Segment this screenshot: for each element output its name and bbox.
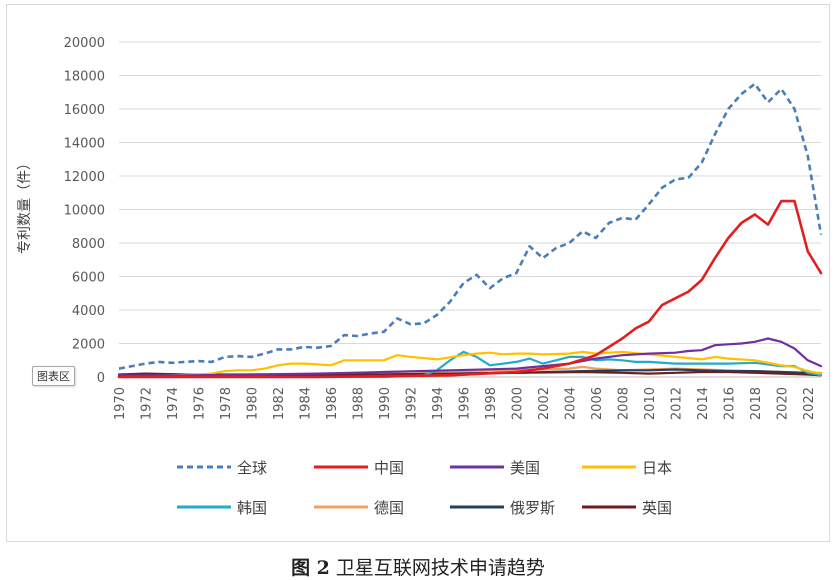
y-axis: 0 2000 4000 6000 8000 10000 12000 14000 16000 180… — [64, 36, 105, 386]
x-tick-label: 2008 — [616, 387, 631, 420]
x-tick-label: 2022 — [802, 387, 817, 420]
y-tick-label: 4000 — [72, 304, 105, 319]
x-tick-label: 2018 — [749, 387, 764, 420]
x-tick-label: 1998 — [484, 387, 499, 420]
x-tick-label: 2010 — [643, 387, 658, 420]
gridlines — [119, 41, 821, 378]
line-chart: 0 2000 4000 6000 8000 10000 12000 14000 16000 180… — [17, 36, 823, 517]
x-tick-label: 1978 — [219, 387, 234, 420]
legend-label: 英国 — [642, 499, 672, 517]
y-tick-label: 6000 — [72, 271, 105, 286]
x-tick-label: 2016 — [722, 387, 737, 420]
x-tick-label: 1970 — [113, 387, 128, 420]
x-tick-label: 1980 — [245, 387, 260, 420]
y-tick-label: 2000 — [72, 338, 105, 353]
x-tick-label: 1988 — [351, 387, 366, 420]
x-tick-label: 2002 — [537, 387, 552, 420]
figure-caption: 图 2 卫星互联网技术申请趋势 — [0, 553, 836, 580]
y-tick-label: 0 — [97, 371, 105, 386]
x-tick-label: 2006 — [590, 387, 605, 420]
series-lines — [117, 82, 823, 379]
x-tick-label: 2012 — [669, 387, 684, 420]
series-line-2 — [117, 337, 823, 377]
x-tick-label: 1994 — [431, 387, 446, 420]
x-tick-label: 2000 — [510, 387, 525, 420]
x-axis: 1970 1972 1974 1976 1978 1980 1982 1984 1986 1988… — [113, 376, 821, 420]
series-line-3 — [117, 350, 823, 378]
y-tick-label: 18000 — [64, 70, 105, 85]
x-tick-label: 1974 — [166, 387, 181, 420]
x-tick-label: 2004 — [563, 387, 578, 420]
y-tick-label: 20000 — [64, 36, 105, 51]
series-line-1 — [117, 199, 823, 379]
legend-label: 日本 — [642, 459, 672, 477]
x-tick-label: 1976 — [192, 387, 207, 420]
x-tick-label: 1982 — [272, 387, 287, 420]
y-tick-label: 12000 — [64, 170, 105, 185]
figure-title: 卫星互联网技术申请趋势 — [335, 557, 545, 579]
legend-label: 德国 — [374, 499, 404, 517]
y-tick-label: 10000 — [64, 204, 105, 219]
chart-frame: 0 2000 4000 6000 8000 10000 12000 14000 16000 180… — [6, 4, 830, 542]
figure-number: 图 2 — [291, 557, 330, 579]
y-tick-label: 14000 — [64, 137, 105, 152]
x-tick-label: 1996 — [457, 387, 472, 420]
y-axis-title: 专利数量（件） — [17, 156, 33, 254]
y-tick-label: 16000 — [64, 103, 105, 118]
chart-area-tooltip: 图表区 — [32, 366, 75, 386]
x-tick-label: 1972 — [139, 387, 154, 420]
legend-label: 俄罗斯 — [510, 499, 555, 517]
x-tick-label: 2020 — [775, 387, 790, 420]
x-tick-label: 1986 — [325, 387, 340, 420]
legend-label: 韩国 — [237, 499, 267, 517]
legend-label: 美国 — [510, 459, 540, 477]
x-tick-label: 1990 — [378, 387, 393, 420]
legend-label: 中国 — [374, 459, 404, 477]
series-line-0 — [118, 82, 823, 370]
y-tick-label: 8000 — [72, 237, 105, 252]
x-tick-label: 2014 — [696, 387, 711, 420]
x-tick-label: 1984 — [298, 387, 313, 420]
x-tick-label: 1992 — [404, 387, 419, 420]
legend-label: 全球 — [237, 459, 267, 477]
